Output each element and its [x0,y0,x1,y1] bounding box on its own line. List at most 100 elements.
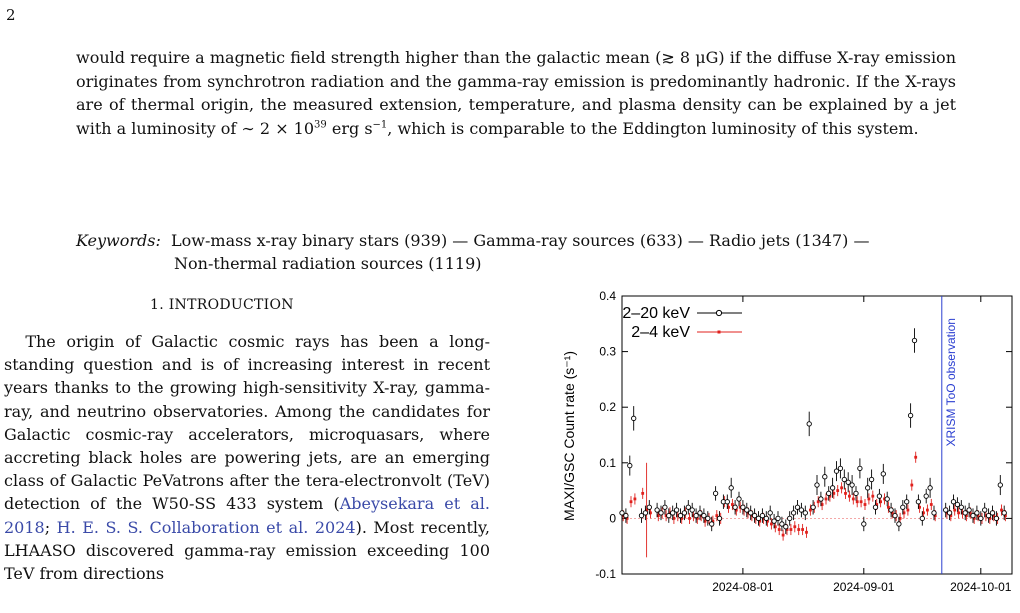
data-point-hard [677,512,684,519]
data-point-hard [759,512,766,519]
data-point-hard [790,510,797,516]
y-tick-label: 0.2 [599,400,616,414]
data-point-soft [824,497,828,501]
data-point-hard [907,412,914,419]
data-point-soft [855,500,859,504]
x-axis: 2024-08-01 2024-09-01 2024-10-01 [712,296,1012,594]
data-point-hard [919,515,925,522]
data-point-hard [876,493,883,499]
data-point-hard [744,507,750,513]
data-point-hard [950,499,957,505]
data-point-hard [751,512,758,519]
data-point-soft [836,489,840,492]
data-point-soft [770,522,773,526]
body-text-1: The origin of Galactic cosmic rays has b… [4,332,490,514]
data-point-soft [859,500,863,504]
data-point-soft [988,517,992,520]
data-point-soft [871,494,875,498]
data-point-hard [927,485,933,491]
data-point-soft [641,491,645,495]
data-point-hard [958,504,964,510]
citation-link[interactable]: Abeysekara et al. 2018 [4,494,490,537]
data-point-soft [887,505,890,509]
xrism-annotation: XRISM ToO observation [944,318,958,447]
data-point-soft [879,500,882,504]
data-point-hard [978,515,984,522]
data-point-soft [692,514,695,518]
legend-marker-hard [715,309,723,317]
data-point-hard [865,485,871,491]
data-point-hard [728,485,734,491]
data-point-hard [748,510,754,516]
data-point-hard [619,510,625,516]
data-point-soft [828,494,832,498]
body-text-2: ; [44,517,57,537]
data-point-hard [861,521,867,527]
legend-label-hard: 2–20 keV [622,305,690,322]
data-point-soft [711,519,715,523]
data-point-hard [896,521,902,527]
data-point-hard [985,512,992,519]
legend-label-soft: 2–4 keV [631,324,690,341]
data-point-hard [818,496,824,502]
data-point-soft [656,514,660,518]
data-point-hard [798,507,805,513]
data-point-hard [880,471,886,477]
data-point-hard [931,510,937,516]
data-point-soft [906,508,910,512]
data-point-hard [946,510,953,516]
data-point-hard [829,485,836,491]
x-tick-label: 2024-10-01 [950,580,1012,594]
data-point-hard [654,507,660,513]
data-point-soft [809,508,812,512]
data-point-hard [970,512,976,519]
y-tick-label: 0 [609,511,616,525]
data-point-hard [775,515,781,522]
data-point-hard [982,507,988,513]
data-point-hard [642,510,649,516]
data-point-hard [802,510,808,516]
data-point-soft [773,525,777,529]
y-tick-label: 0.4 [599,289,616,303]
data-point-soft [832,491,836,495]
data-point-soft [633,497,637,501]
data-point-hard [627,462,633,469]
data-point-soft [688,517,691,520]
data-point-hard [845,479,851,485]
data-point-hard [763,515,769,522]
data-point-hard [923,493,929,499]
data-point-soft [816,500,820,504]
abstract-unit: erg s [326,118,373,138]
data-point-hard [724,499,730,505]
data-point-soft [676,514,680,518]
data-point-hard [709,521,715,527]
data-point-hard [997,482,1003,488]
data-point-hard [787,515,793,522]
data-point-hard [673,507,680,513]
abstract-paragraph: would require a magnetic field strength … [76,46,956,140]
abstract-text: would require a magnetic field strength … [76,48,956,138]
data-point-soft [727,505,730,509]
data-point-soft [785,528,789,531]
data-point-soft [992,514,996,518]
data-point-soft [668,511,672,515]
data-point-hard [771,518,777,524]
data-point-soft [777,528,781,531]
keywords-line-1: Low-mass x-ray binary stars (939) — Gamm… [171,231,870,250]
data-point-hard [740,504,746,510]
keywords-block: Keywords: Low-mass x-ray binary stars (9… [76,229,966,275]
data-point-soft [863,503,867,506]
citation-link[interactable]: H. E. S. S. Collaboration et al. 2024 [56,517,356,537]
data-point-hard [662,504,668,510]
data-point-soft [805,530,808,534]
data-point-soft [781,533,785,537]
data-point-soft [914,455,918,459]
data-point-soft [699,514,703,518]
data-point-soft [629,500,633,504]
data-point-hard [685,504,691,510]
data-point-hard [884,496,890,502]
y-axis: -0.1 0 0.1 0.2 0.3 0.4 [595,289,1012,581]
data-point-soft [976,514,980,518]
data-point-hard [943,507,949,513]
light-curve-figure: -0.1 0 0.1 0.2 0.3 0.4 2024-08-01 2024-09-01 20… [552,286,1017,613]
